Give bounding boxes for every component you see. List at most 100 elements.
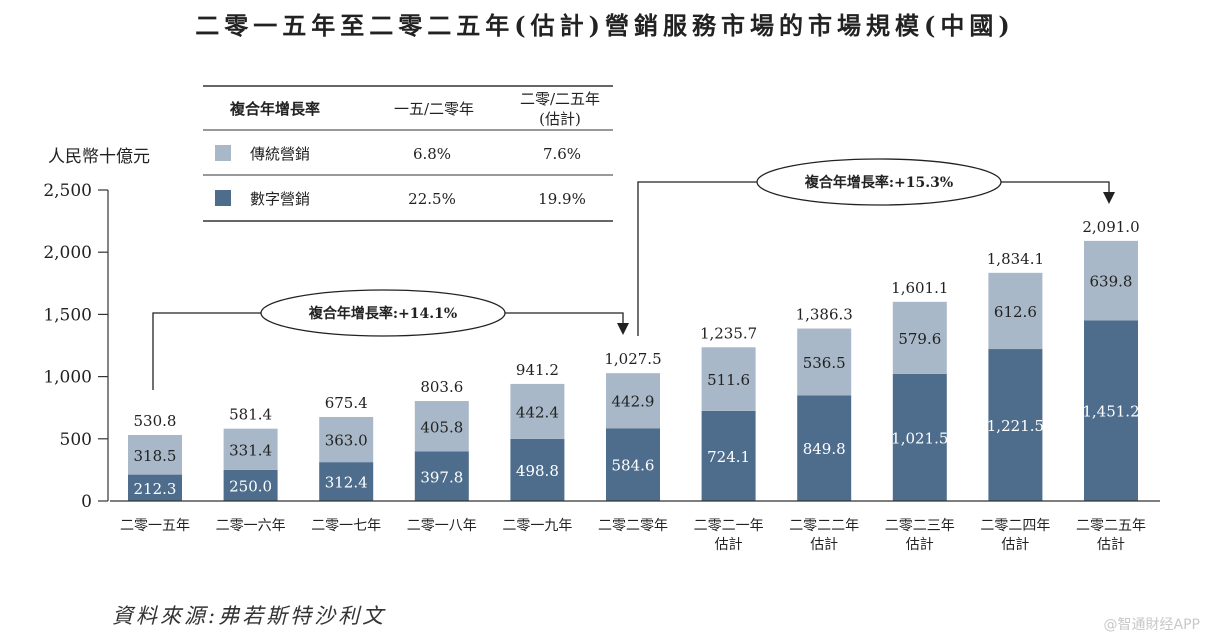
cagr-traditional-2015-2020: 6.8%	[413, 145, 451, 163]
y-tick-label: 1,000	[43, 368, 92, 388]
cagr-digital-2020-2025: 19.9%	[538, 190, 586, 208]
data-label-digital: 724.1	[707, 448, 750, 466]
data-label-total: 1,386.3	[796, 306, 853, 324]
data-label-digital: 584.6	[612, 457, 655, 475]
bar-traditional	[701, 347, 756, 411]
data-label-traditional: 442.9	[612, 393, 655, 411]
bar-traditional	[319, 416, 374, 463]
data-label-digital: 849.8	[803, 440, 846, 458]
x-tick-label: 估計	[810, 537, 838, 553]
watermark: @智通財经APP	[1103, 617, 1200, 633]
y-tick-label: 2,000	[43, 243, 92, 263]
data-label-digital: 397.8	[420, 468, 463, 486]
cagr-digital-2015-2020: 22.5%	[408, 190, 456, 208]
cagr-table: 複合年增長率 一五/二零年 二零/二五年 (估計) 傳統營銷 6.8% 7.6%…	[203, 85, 613, 222]
cagr-traditional-2020-2025: 7.6%	[543, 145, 581, 163]
bar-digital	[797, 395, 852, 501]
chart-title: 二零一五年至二零二五年(估計)營銷服務市場的市場規模(中國)	[195, 11, 1015, 40]
x-tick-label: 二零二二年	[789, 518, 859, 534]
y-axis-unit-label: 人民幣十億元	[48, 147, 150, 167]
legend-label-traditional: 傳統營銷	[250, 145, 310, 163]
x-tick-label: 二零一九年	[502, 518, 572, 534]
data-label-total: 581.4	[229, 406, 272, 424]
data-label-traditional: 405.8	[420, 418, 463, 436]
data-label-traditional: 612.6	[994, 303, 1037, 321]
data-label-traditional: 331.4	[229, 441, 272, 459]
cagr-ellipse-1	[260, 289, 506, 337]
y-axis: 0 500 1,000 1,500 2,000 2,500	[43, 181, 109, 512]
bar-digital	[606, 428, 660, 501]
y-tick-label: 1,500	[43, 305, 92, 325]
y-tick-label: 500	[60, 430, 92, 450]
bar-traditional	[510, 383, 565, 439]
x-tick-label: 二零二一年	[694, 518, 764, 534]
bar-traditional	[128, 434, 182, 475]
data-label-traditional: 639.8	[1090, 273, 1133, 291]
table-header-estimate: (估計)	[539, 110, 581, 128]
data-label-digital: 498.8	[516, 462, 559, 480]
bar-traditional	[223, 428, 278, 470]
data-label-total: 2,091.0	[1082, 218, 1139, 236]
data-label-digital: 1,221.5	[987, 417, 1044, 435]
x-tick-label: 二零二四年	[980, 518, 1050, 534]
bar-traditional	[892, 301, 947, 374]
x-tick-label: 二零一七年	[311, 518, 381, 534]
cagr-label-1: 複合年增長率:+14.1%	[308, 305, 457, 322]
table-header-2015-2020: 一五/二零年	[394, 100, 474, 118]
bar-digital	[701, 410, 756, 501]
data-label-traditional: 536.5	[803, 354, 846, 372]
x-tick-label: 二零一六年	[216, 518, 286, 534]
bars-group: 212.3 318.5 530.8 250.0 331.4 581.4 312.4 363.0…	[128, 218, 1140, 501]
data-label-total: 941.2	[516, 361, 559, 379]
y-tick-label: 0	[81, 492, 92, 512]
data-label-digital: 312.4	[325, 474, 368, 492]
x-tick-label: 二零一五年	[120, 518, 190, 534]
bar-digital	[510, 438, 565, 501]
bar-digital	[128, 474, 182, 501]
x-tick-label: 二零二零年	[598, 518, 668, 534]
data-label-traditional: 318.5	[134, 447, 177, 465]
data-label-digital: 1,451.2	[1082, 403, 1139, 421]
x-tick-label: 估計	[1097, 537, 1125, 553]
cagr-arrowhead-1	[617, 323, 629, 335]
table-header-cagr: 複合年增長率	[229, 100, 320, 118]
x-tick-label: 估計	[1001, 537, 1029, 553]
data-label-traditional: 363.0	[325, 432, 368, 450]
source-note: 資料來源:弗若斯特沙利文	[112, 604, 387, 628]
data-label-total: 1,834.1	[987, 250, 1044, 268]
x-tick-label: 估計	[715, 537, 743, 553]
data-label-total: 530.8	[134, 412, 177, 430]
cagr-annotations: 複合年增長率:+14.1% 複合年增長率:+15.3%	[152, 158, 1115, 390]
x-tick-label: 二零一八年	[407, 518, 477, 534]
data-label-total: 1,235.7	[700, 324, 757, 342]
cagr-label-2: 複合年增長率:+15.3%	[804, 174, 953, 191]
bar-digital	[892, 373, 947, 501]
bar-traditional	[988, 272, 1043, 350]
data-label-digital: 250.0	[229, 477, 272, 495]
bar-digital	[1084, 320, 1138, 501]
bar-traditional	[797, 328, 852, 396]
bar-digital	[223, 469, 278, 501]
x-tick-label: 二零二五年	[1076, 518, 1146, 534]
data-label-total: 1,027.5	[604, 350, 661, 368]
bar-traditional	[606, 373, 660, 429]
data-label-digital: 1,021.5	[891, 429, 948, 447]
data-label-traditional: 511.6	[707, 371, 750, 389]
data-label-traditional: 579.6	[898, 330, 941, 348]
bar-digital	[319, 462, 374, 501]
data-label-traditional: 442.4	[516, 403, 559, 421]
y-tick-label: 2,500	[43, 181, 92, 201]
bar-traditional	[414, 401, 469, 452]
bar-digital	[414, 451, 469, 501]
cagr-ellipse-2	[756, 158, 1002, 206]
bar-digital	[988, 349, 1043, 501]
data-label-total: 675.4	[325, 394, 368, 412]
data-label-total: 803.6	[420, 378, 463, 396]
x-tick-label: 二零二三年	[885, 518, 955, 534]
legend-swatch-digital	[215, 190, 231, 206]
bar-traditional	[1084, 240, 1138, 321]
x-tick-label: 估計	[906, 537, 934, 553]
data-label-digital: 212.3	[134, 480, 177, 498]
